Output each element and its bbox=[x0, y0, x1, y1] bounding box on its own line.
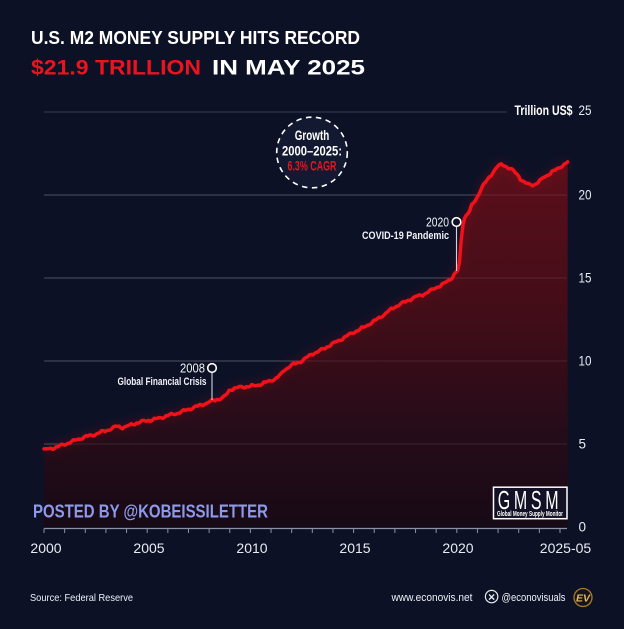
svg-text:Global Money Supply Monitor: Global Money Supply Monitor bbox=[497, 511, 563, 518]
svg-text:Growth: Growth bbox=[295, 128, 330, 143]
svg-text:2025-05: 2025-05 bbox=[540, 540, 592, 556]
svg-text:GMSM: GMSM bbox=[498, 485, 563, 515]
svg-text:20: 20 bbox=[579, 188, 592, 203]
svg-text:EV: EV bbox=[576, 593, 591, 605]
svg-text:2008: 2008 bbox=[180, 360, 205, 375]
svg-text:@econovisuals: @econovisuals bbox=[502, 592, 566, 604]
svg-text:5: 5 bbox=[579, 437, 587, 452]
svg-text:25: 25 bbox=[579, 103, 592, 118]
svg-text:Trillion US$: Trillion US$ bbox=[515, 103, 573, 118]
svg-text:2000–2025:: 2000–2025: bbox=[282, 143, 342, 158]
svg-text:15: 15 bbox=[579, 271, 592, 286]
svg-text:2005: 2005 bbox=[133, 540, 164, 556]
svg-text:POSTED BY @KOBEISSILETTER: POSTED BY @KOBEISSILETTER bbox=[33, 501, 268, 522]
svg-text:✕: ✕ bbox=[488, 593, 496, 604]
svg-text:10: 10 bbox=[579, 354, 592, 369]
svg-text:0: 0 bbox=[579, 520, 587, 535]
svg-text:www.econovis.net: www.econovis.net bbox=[391, 592, 473, 604]
svg-text:2010: 2010 bbox=[236, 540, 267, 556]
svg-text:Source: Federal Reserve: Source: Federal Reserve bbox=[30, 592, 133, 604]
svg-text:2000: 2000 bbox=[30, 540, 61, 556]
svg-text:2020: 2020 bbox=[442, 540, 473, 556]
svg-text:2020: 2020 bbox=[426, 214, 449, 229]
svg-text:2015: 2015 bbox=[339, 540, 370, 556]
svg-text:U.S. M2 MONEY SUPPLY HITS RECO: U.S. M2 MONEY SUPPLY HITS RECORD bbox=[31, 28, 360, 48]
svg-text:6.3% CAGR: 6.3% CAGR bbox=[288, 158, 337, 173]
svg-text:Global Financial Crisis: Global Financial Crisis bbox=[118, 376, 207, 388]
svg-text:COVID-19 Pandemic: COVID-19 Pandemic bbox=[362, 230, 449, 242]
